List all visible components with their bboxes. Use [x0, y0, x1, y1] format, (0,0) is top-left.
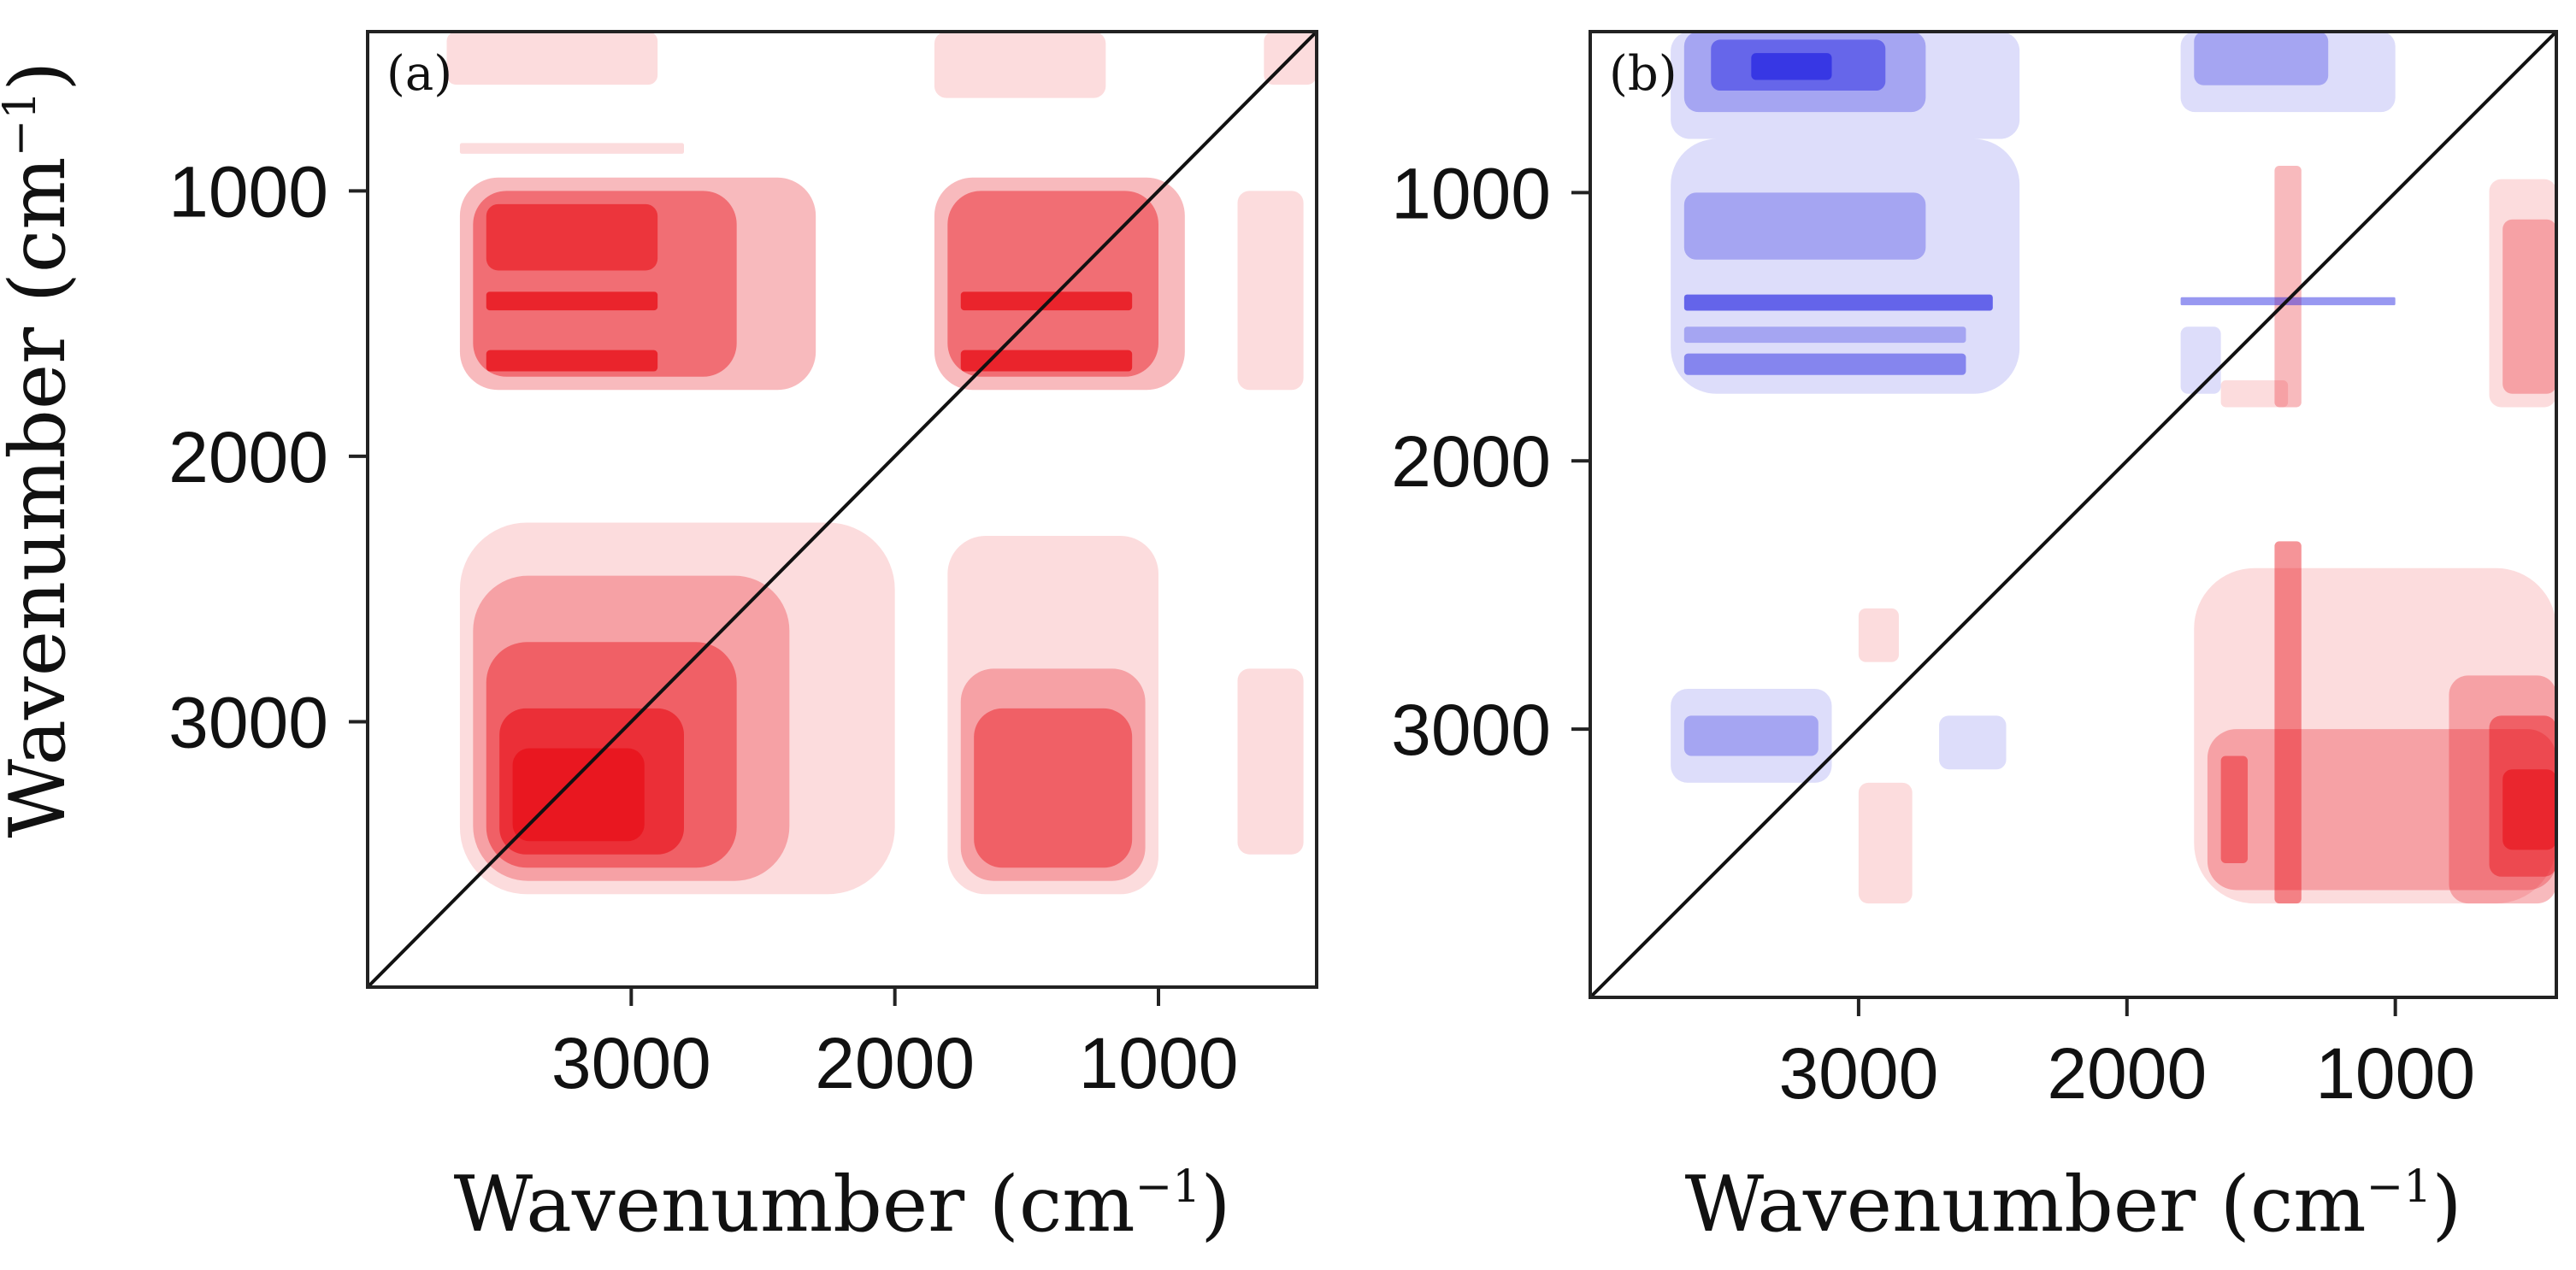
y-ticks-a: 1000 2000 3000 — [168, 151, 368, 762]
x-ticks-b: 3000 2000 1000 — [1778, 997, 2475, 1114]
positive-contour-region — [446, 32, 658, 85]
positive-contour-region — [974, 708, 1133, 868]
positive-contour-region — [486, 203, 658, 271]
negative-contour-region — [1683, 715, 1819, 756]
positive-contour-region — [2274, 165, 2302, 408]
y-axis-label-a: Wavenumber (cm−1) — [0, 62, 83, 838]
y-tick-label: 2000 — [1391, 421, 1551, 502]
positive-contour-region — [2194, 567, 2556, 904]
x-tick-label: 3000 — [1778, 1033, 1938, 1114]
negative-contour-region — [1683, 353, 1966, 375]
x-axis-label-a: Wavenumber (cm−1) — [454, 1160, 1231, 1249]
diagonal-line-b — [1589, 30, 2558, 999]
y-ticks-b: 1000 2000 3000 — [1391, 153, 1590, 770]
x-tick-label: 1000 — [2315, 1033, 2475, 1114]
negative-contour-region — [1683, 192, 1926, 260]
negative-contour-region — [2180, 326, 2221, 394]
positive-contour-region — [960, 291, 1133, 311]
positive-contour-region — [2274, 541, 2302, 904]
x-ticks-a: 3000 2000 1000 — [551, 987, 1239, 1103]
positive-contour-region — [934, 177, 1185, 391]
panel-b: (b) 3000 2000 1000 1000 2000 3000 Wavenumber… — [1391, 30, 2558, 1249]
x-tick-label: 2000 — [2047, 1033, 2207, 1114]
positive-contour-region — [512, 748, 645, 842]
negative-contour-region — [1683, 294, 1993, 311]
negative-contour-region — [1671, 138, 2020, 394]
positive-contour-region — [2502, 769, 2556, 850]
x-axis-label-b: Wavenumber (cm−1) — [1685, 1160, 2462, 1249]
negative-contour-region — [2194, 32, 2329, 85]
x-tick-label: 2000 — [815, 1023, 975, 1103]
positive-contour-region — [486, 350, 658, 372]
diagonal-line-a — [366, 30, 1318, 989]
negative-contour-region — [1683, 326, 1966, 344]
positive-contour-region — [2502, 219, 2556, 394]
y-tick-label: 3000 — [1391, 690, 1551, 770]
panel-a: (a) 3000 2000 1000 1000 2000 3000 Wavenumber… — [0, 30, 1318, 1249]
positive-contour-region — [947, 191, 1158, 377]
y-tick-label: 1000 — [168, 151, 328, 232]
x-tick-label: 1000 — [1079, 1023, 1239, 1103]
y-tick-label: 3000 — [168, 682, 328, 762]
plot-frame-a — [366, 30, 1318, 989]
positive-contour-region — [2220, 380, 2289, 408]
positive-contour-region — [2207, 729, 2556, 891]
positive-contour-region — [1237, 191, 1304, 391]
positive-contour-region — [960, 668, 1146, 881]
contour-regions-a — [446, 32, 1317, 895]
plot-frame-b — [1589, 30, 2558, 999]
positive-contour-region — [2220, 756, 2249, 864]
positive-contour-region — [1237, 668, 1304, 855]
positive-contour-region — [1858, 608, 1899, 662]
positive-contour-region — [2489, 179, 2556, 408]
positive-contour-region — [934, 32, 1106, 98]
negative-contour-region — [1939, 715, 2007, 770]
x-tick-label: 3000 — [551, 1023, 711, 1103]
panel-label-b: (b) — [1609, 46, 1677, 102]
panel-label-a: (a) — [386, 46, 452, 102]
contour-regions-b — [1671, 32, 2556, 904]
positive-contour-region — [459, 143, 684, 154]
negative-contour-region — [2180, 32, 2396, 113]
positive-contour-region — [486, 291, 658, 311]
positive-contour-region — [947, 536, 1158, 895]
y-tick-label: 2000 — [168, 417, 328, 497]
positive-contour-region — [960, 350, 1133, 372]
negative-contour-region — [1751, 53, 1832, 80]
negative-contour-region — [1671, 689, 1832, 783]
y-tick-label: 1000 — [1391, 153, 1551, 233]
positive-contour-region — [1858, 782, 1913, 904]
